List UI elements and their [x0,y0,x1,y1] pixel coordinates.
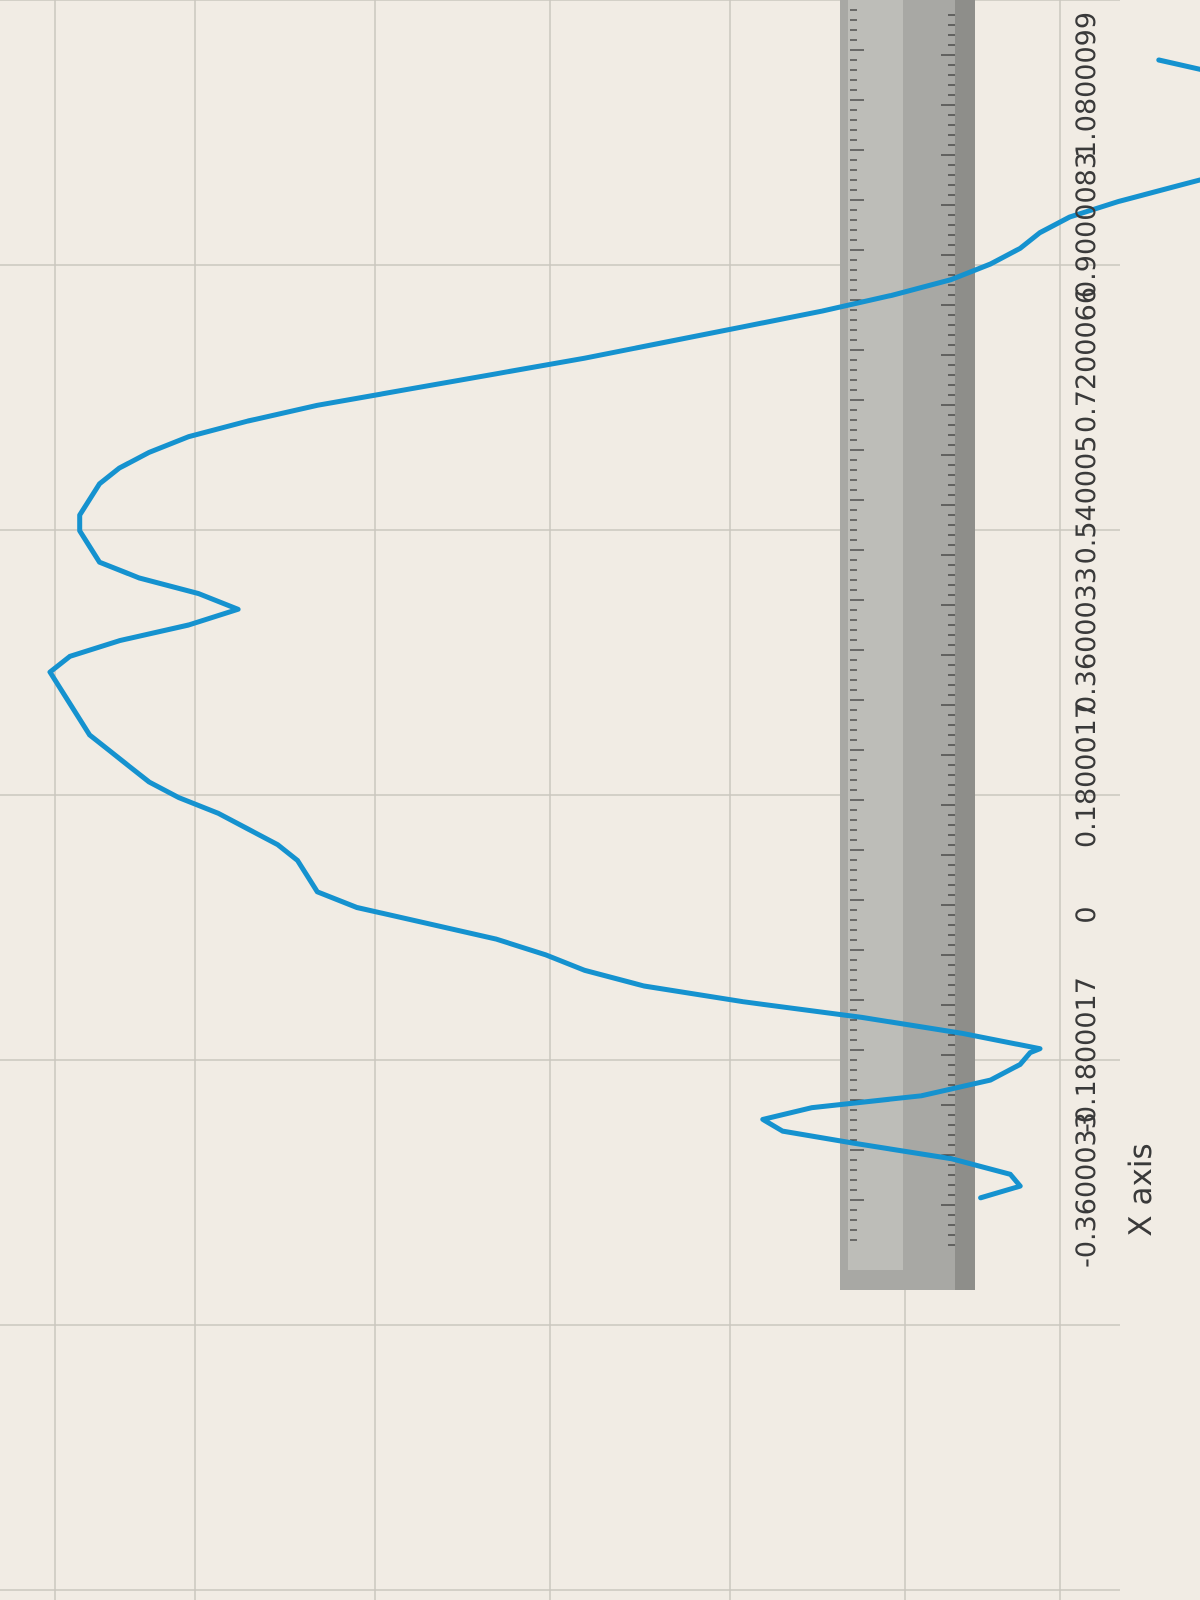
x-tick-label: 0.9000083 [1071,152,1102,298]
x-tick-label: 0 [1071,906,1102,923]
ruler-scale-face [848,0,903,1270]
x-axis-title: X axis [1123,1143,1159,1236]
series-line [47,57,1200,1201]
x-tick-label: 0.1800017 [1071,702,1102,848]
x-tick-label: 1.0800099 [1071,12,1102,158]
ruler-photo-object [840,0,975,1290]
x-tick-label: 0.540005 [1071,436,1102,565]
ruler-edge [955,0,975,1290]
x-tick-label: 0.7200066 [1071,287,1102,433]
x-tick-label: -0.3600033 [1071,1112,1102,1268]
x-tick-label: -0.1800017 [1071,977,1102,1133]
x-tick-label: 0.3600033 [1071,567,1102,713]
x-tick-labels: -0.3600033-0.180001700.18000170.36000330… [1071,12,1102,1268]
